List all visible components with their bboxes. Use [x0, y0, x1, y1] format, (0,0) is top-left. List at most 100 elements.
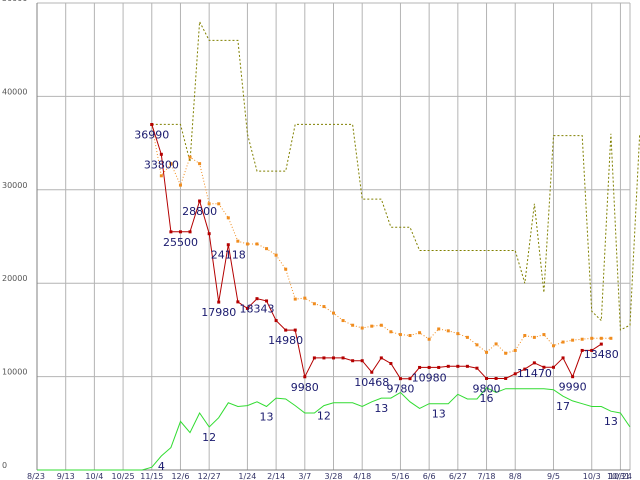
series-point-1 [178, 183, 182, 187]
x-tick-label: 10/3 [583, 472, 601, 480]
series-point-2 [312, 356, 316, 360]
series-point-2 [523, 367, 527, 371]
series-point-1 [255, 242, 259, 246]
data-label: 9980 [291, 381, 319, 394]
series-point-2 [178, 230, 182, 234]
data-label: 18343 [239, 303, 274, 316]
data-labels: 36990 33800 28800 25500 24118 17980 18343 14980… [134, 129, 619, 473]
series-point-2 [159, 152, 163, 156]
data-label: 13 [432, 408, 446, 421]
data-label: 12 [317, 410, 331, 423]
series-point-2 [456, 364, 460, 368]
series-point-1 [494, 342, 498, 346]
series-point-2 [485, 376, 489, 380]
series-point-1 [427, 337, 431, 341]
series-point-1 [398, 333, 402, 337]
series-point-2 [580, 348, 584, 352]
series-point-2 [169, 230, 173, 234]
series-line-3 [37, 387, 631, 471]
y-tick-label: 50000 [2, 0, 27, 3]
series-point-1 [456, 332, 460, 336]
series-point-1 [217, 202, 221, 206]
series-point-2 [504, 376, 508, 380]
data-label: 14980 [268, 334, 303, 347]
series-point-2 [226, 243, 230, 247]
series-group [37, 19, 640, 471]
series-point-1 [332, 311, 335, 315]
series-point-2 [303, 375, 307, 379]
series-point-2 [427, 365, 431, 369]
series-point-2 [284, 328, 288, 332]
x-tick-label: 10/24 [609, 472, 632, 480]
series-point-2 [408, 377, 412, 381]
series-point-2 [198, 199, 202, 203]
series-point-1 [226, 216, 230, 220]
series-point-1 [379, 323, 383, 327]
series-point-1 [599, 336, 603, 340]
series-point-1 [418, 331, 422, 335]
series-point-1 [465, 335, 469, 339]
data-label: 16 [480, 392, 494, 405]
x-tick-label: 6/27 [449, 472, 467, 480]
y-tick-label: 0 [2, 461, 7, 470]
data-label: 17980 [201, 306, 236, 319]
series-point-2 [245, 306, 249, 310]
data-label: 13480 [584, 348, 619, 361]
data-label: 10980 [412, 371, 447, 384]
series-point-1 [303, 296, 307, 300]
data-label: 4 [158, 460, 165, 473]
data-label: 10468 [354, 376, 389, 389]
series-point-1 [274, 253, 278, 257]
series-point-2 [418, 365, 422, 369]
series-point-1 [504, 351, 508, 355]
series-point-1 [542, 333, 546, 337]
series-point-2 [513, 372, 517, 376]
x-tick-label: 1/24 [238, 472, 256, 480]
series-point-2 [379, 356, 383, 360]
series-point-2 [236, 300, 240, 304]
x-tick-label: 6/6 [423, 472, 436, 480]
x-tick-label: 9/13 [57, 472, 75, 480]
data-label: 9780 [386, 383, 414, 396]
series-line-2 [151, 124, 602, 380]
series-point-2 [322, 356, 326, 360]
series-point-2 [590, 348, 594, 352]
series-point-2 [150, 123, 154, 127]
series-point-1 [207, 202, 211, 206]
x-tick-label: 7/18 [478, 472, 496, 480]
series-point-2 [446, 364, 450, 368]
series-point-2 [494, 376, 498, 380]
series-point-1 [475, 343, 479, 347]
series-point-2 [217, 300, 221, 304]
x-tick-label: 2/14 [267, 472, 285, 480]
x-axis-ticks: 8/23 9/13 10/4 10/25 11/15 12/6 12/27 1/24 2/14 3… [27, 472, 632, 480]
grid [36, 2, 631, 471]
series-point-1 [437, 327, 441, 331]
series-point-2 [207, 232, 211, 236]
series-point-1 [198, 162, 202, 166]
series-point-2 [465, 364, 469, 368]
x-tick-label: 8/23 [27, 472, 45, 480]
data-label: 11470 [517, 367, 552, 380]
data-label: 12 [202, 431, 216, 444]
x-tick-label: 9/5 [547, 472, 560, 480]
x-tick-label: 10/25 [112, 472, 135, 480]
series-point-2 [370, 370, 374, 374]
series-point-1 [590, 336, 594, 340]
data-label: 13 [604, 415, 618, 428]
series-point-1 [485, 350, 489, 354]
series-point-1 [446, 329, 450, 333]
series-point-1 [245, 242, 249, 246]
series-point-1 [236, 239, 240, 243]
x-tick-label: 8/8 [509, 472, 522, 480]
series-point-1 [169, 162, 173, 166]
series-point-2 [351, 359, 355, 363]
series-point-1 [341, 319, 345, 323]
series-point-1 [551, 344, 555, 348]
x-tick-label: 4/18 [353, 472, 371, 480]
series-point-1 [322, 305, 326, 309]
y-tick-label: 20000 [2, 274, 27, 283]
series-point-2 [599, 342, 603, 346]
series-point-2 [332, 356, 335, 360]
